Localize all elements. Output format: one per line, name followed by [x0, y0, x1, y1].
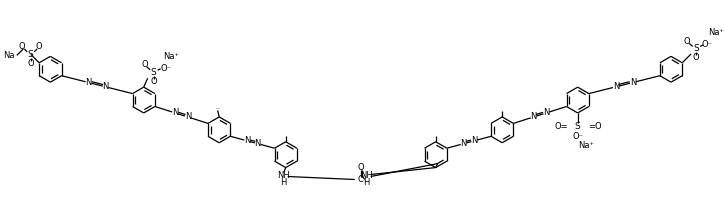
Text: N: N — [184, 112, 191, 121]
Text: O: O — [150, 77, 157, 86]
Text: Na⁺: Na⁺ — [578, 141, 594, 150]
Text: O⁻: O⁻ — [160, 64, 171, 73]
Text: C: C — [358, 175, 364, 184]
Text: NH: NH — [360, 171, 373, 180]
Text: O=: O= — [554, 122, 568, 131]
Text: S: S — [28, 50, 33, 59]
Text: N: N — [255, 139, 261, 148]
Text: Na⁺: Na⁺ — [163, 52, 179, 61]
Text: N: N — [244, 136, 250, 145]
Text: S: S — [575, 122, 581, 131]
Text: =O: =O — [587, 122, 601, 131]
Text: N: N — [460, 139, 467, 148]
Text: O: O — [36, 42, 43, 51]
Text: O: O — [19, 42, 25, 51]
Text: N: N — [102, 82, 109, 91]
Text: O: O — [28, 59, 34, 68]
Text: Na⁺: Na⁺ — [708, 28, 724, 36]
Text: Na: Na — [3, 51, 15, 60]
Text: H: H — [364, 178, 370, 187]
Text: NH: NH — [277, 171, 290, 180]
Text: H: H — [280, 178, 287, 187]
Text: N: N — [172, 108, 179, 117]
Text: O: O — [357, 163, 364, 172]
Text: —: — — [216, 106, 220, 110]
Text: N: N — [613, 82, 619, 91]
Text: O: O — [693, 53, 699, 62]
Text: N: N — [629, 78, 636, 87]
Text: S: S — [151, 68, 157, 77]
Text: N: N — [86, 78, 91, 87]
Text: O⁻: O⁻ — [572, 132, 583, 141]
Text: O: O — [142, 60, 148, 69]
Text: O⁻: O⁻ — [701, 40, 712, 49]
Text: O: O — [684, 37, 690, 46]
Text: N: N — [471, 136, 478, 145]
Text: S: S — [693, 44, 699, 53]
Text: N: N — [543, 108, 550, 117]
Text: N: N — [531, 112, 537, 121]
